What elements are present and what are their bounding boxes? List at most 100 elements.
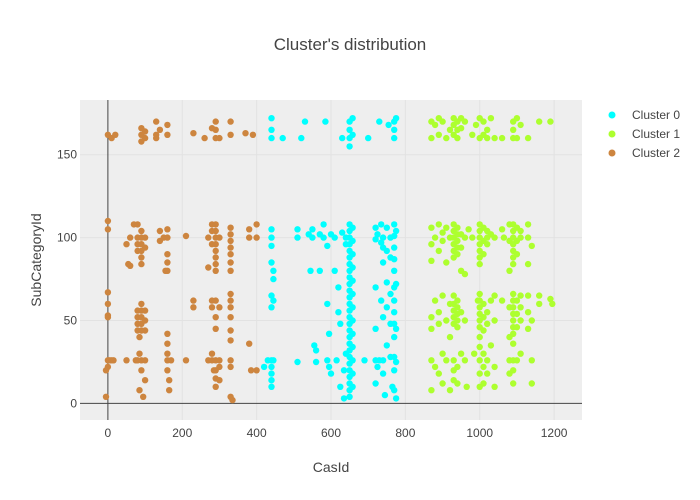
data-point: [349, 383, 356, 390]
data-point: [190, 297, 197, 304]
legend-item[interactable]: Cluster 2: [608, 146, 681, 160]
data-point: [510, 380, 517, 387]
data-point: [156, 227, 164, 235]
data-point: [320, 234, 327, 241]
y-tick-label: 50: [64, 314, 78, 328]
data-point: [138, 367, 145, 374]
data-point: [439, 380, 446, 387]
data-point: [268, 115, 275, 122]
data-point: [164, 234, 171, 241]
data-point: [454, 251, 461, 258]
data-point: [510, 367, 517, 374]
data-point: [435, 309, 442, 316]
data-point: [190, 304, 197, 311]
x-tick-label: 600: [321, 426, 341, 440]
data-point: [547, 295, 554, 303]
data-point: [484, 241, 491, 248]
data-point: [320, 221, 327, 228]
data-point: [247, 367, 255, 374]
data-point: [528, 317, 535, 324]
data-point: [227, 290, 234, 298]
data-point: [431, 297, 439, 304]
data-point: [547, 118, 554, 125]
data-point: [164, 131, 171, 138]
data-point: [476, 260, 483, 268]
data-point: [270, 267, 277, 274]
x-tick-label: 1200: [541, 426, 568, 440]
data-point: [349, 224, 356, 231]
data-point: [379, 314, 387, 321]
data-point: [253, 234, 260, 241]
data-point: [104, 217, 112, 225]
legend[interactable]: Cluster 0 Cluster 1 Cluster 2: [608, 108, 681, 160]
data-point: [510, 290, 517, 298]
data-point: [498, 134, 506, 142]
data-point: [136, 333, 143, 341]
data-point: [205, 264, 212, 271]
data-point: [227, 337, 234, 344]
data-point: [294, 234, 301, 241]
data-point: [246, 340, 253, 347]
data-point: [443, 134, 450, 142]
data-point: [141, 357, 149, 364]
data-point: [378, 239, 385, 246]
data-point: [164, 367, 171, 374]
data-point: [549, 300, 556, 308]
data-point: [506, 267, 513, 274]
data-point: [491, 317, 498, 324]
legend-item[interactable]: Cluster 0: [608, 108, 681, 122]
data-point: [391, 126, 398, 133]
data-point: [270, 275, 277, 283]
data-point: [301, 118, 309, 125]
data-point: [454, 224, 461, 231]
data-point: [212, 267, 219, 274]
data-point: [208, 304, 216, 311]
data-point: [465, 226, 472, 233]
series-1-points: [260, 115, 400, 402]
data-point: [472, 121, 480, 129]
data-point: [378, 221, 385, 228]
data-point: [312, 358, 320, 366]
data-point: [127, 234, 134, 241]
data-point: [361, 357, 368, 364]
data-point: [268, 226, 275, 233]
x-tick-label: 0: [105, 426, 112, 440]
data-point: [480, 118, 487, 125]
data-point: [381, 391, 389, 399]
data-point: [349, 317, 356, 324]
data-point: [227, 251, 234, 258]
x-tick-label: 1000: [466, 426, 493, 440]
data-point: [340, 367, 348, 374]
data-point: [428, 257, 435, 264]
data-point: [461, 357, 469, 364]
data-point: [182, 232, 190, 240]
data-point: [469, 234, 476, 241]
data-point: [242, 130, 249, 137]
data-point: [164, 251, 171, 258]
data-point: [439, 118, 446, 125]
data-point: [435, 221, 442, 228]
data-point: [153, 134, 160, 142]
data-point: [383, 304, 390, 311]
data-point: [391, 297, 398, 304]
data-point: [372, 284, 379, 291]
data-point: [431, 121, 439, 129]
data-point: [513, 297, 521, 304]
data-point: [439, 229, 446, 236]
data-point: [517, 304, 524, 311]
data-point: [309, 226, 316, 233]
legend-item[interactable]: Cluster 1: [608, 127, 681, 141]
y-tick-label: 150: [57, 148, 77, 162]
data-point: [372, 325, 379, 332]
data-point: [253, 221, 260, 228]
data-point: [491, 363, 498, 371]
data-points: [102, 115, 556, 404]
data-point: [476, 333, 483, 341]
data-point: [141, 317, 149, 324]
data-point: [484, 134, 491, 142]
data-point: [349, 115, 356, 122]
data-point: [227, 244, 234, 251]
data-point: [268, 126, 275, 133]
data-point: [322, 118, 329, 125]
